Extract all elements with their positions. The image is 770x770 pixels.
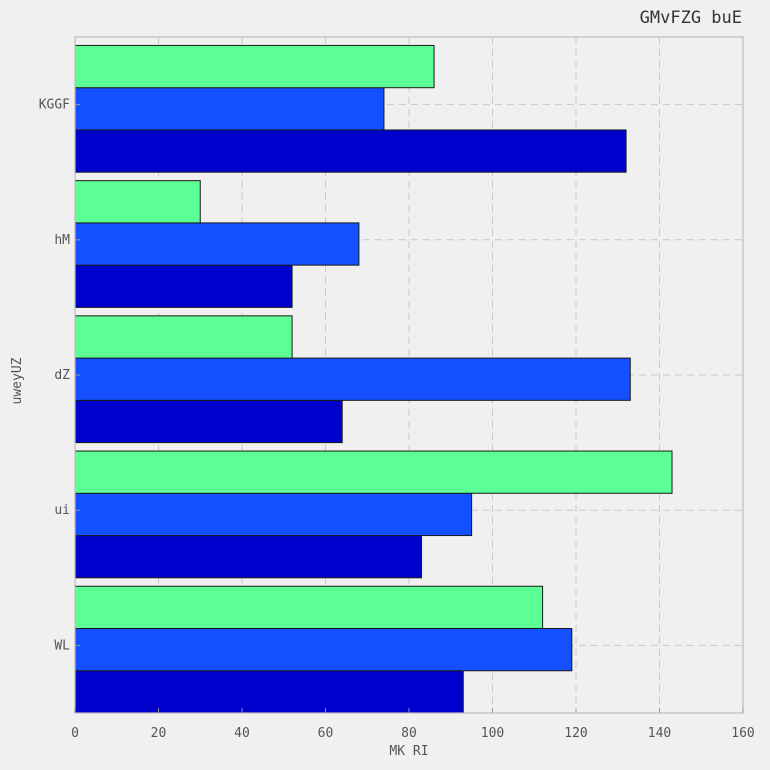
- x-tick-label: 40: [234, 726, 250, 741]
- x-tick-label: 80: [401, 726, 417, 741]
- bar-WL-series-2: [74, 628, 573, 672]
- bar-KGGF-series-3: [74, 44, 435, 89]
- x-tick-label: 0: [71, 726, 79, 741]
- x-tick-label: 100: [481, 726, 504, 741]
- y-axis-label: uweyUZ: [10, 357, 25, 404]
- x-tick-label: 140: [648, 726, 671, 741]
- x-tick-label: 20: [151, 726, 167, 741]
- y-tick-label: ui: [54, 503, 70, 518]
- y-tick-label: dZ: [54, 368, 70, 383]
- x-axis-label: MK RI: [389, 744, 428, 759]
- bar-hM-series-2: [74, 222, 360, 266]
- bar-dZ-series-2: [74, 357, 631, 401]
- bar-ui-series-1: [74, 535, 423, 579]
- x-tick-label: 60: [318, 726, 334, 741]
- chart-title: GMvFZG buE: [640, 8, 742, 28]
- bar-dZ-series-3: [74, 315, 293, 359]
- bar-KGGF-series-1: [74, 129, 627, 173]
- bar-ui-series-3: [74, 450, 673, 494]
- bar-KGGF-series-2: [74, 87, 385, 131]
- y-tick-label: hM: [54, 233, 70, 248]
- x-tick-label: 160: [731, 726, 754, 741]
- bar-WL-series-3: [74, 585, 544, 629]
- bar-WL-series-1: [74, 670, 464, 714]
- y-ticks: WL ui dZ hM KGGF: [39, 98, 80, 653]
- y-tick-label: KGGF: [39, 98, 70, 113]
- bar-hM-series-1: [74, 264, 293, 308]
- bar-hM-series-3: [74, 180, 201, 224]
- bar-dZ-series-1: [74, 399, 343, 444]
- bars-layer: [74, 44, 673, 714]
- y-tick-label: WL: [54, 638, 70, 653]
- x-ticks: 0 20 40 60 80 100 120 140 160: [71, 708, 755, 741]
- x-tick-label: 120: [564, 726, 587, 741]
- bar-ui-series-2: [74, 492, 473, 537]
